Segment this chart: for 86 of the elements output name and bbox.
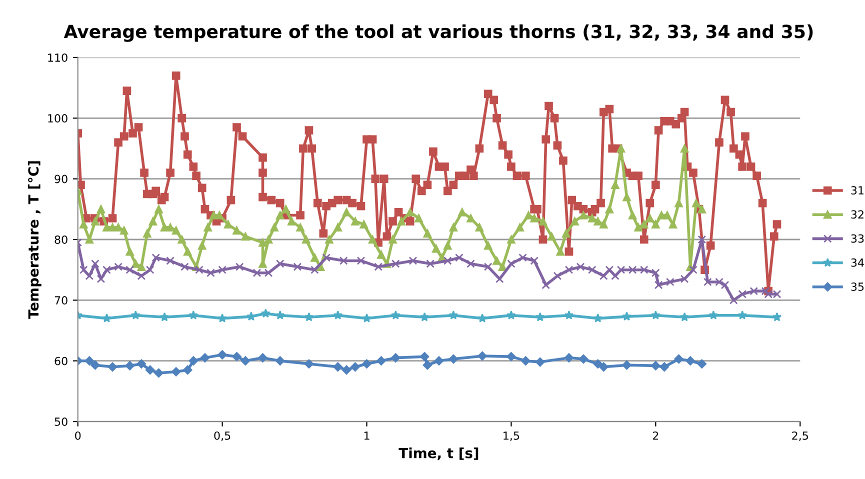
- point: [680, 312, 690, 322]
- point: [506, 310, 516, 320]
- x-tick-label: 0: [75, 431, 81, 440]
- y-tick-label: 100: [48, 114, 68, 123]
- point: [108, 362, 118, 372]
- point: [593, 359, 603, 369]
- point: [188, 356, 198, 366]
- point: [342, 365, 352, 375]
- point: [434, 356, 444, 366]
- point: [622, 312, 632, 321]
- point: [651, 310, 660, 320]
- point: [506, 352, 516, 362]
- point: [521, 356, 530, 366]
- y-tick-label: 90: [54, 174, 68, 184]
- point: [651, 361, 660, 370]
- legend-label: 31: [851, 186, 864, 195]
- x-tick-label: 2: [652, 431, 658, 440]
- point: [102, 314, 112, 322]
- point: [218, 350, 227, 360]
- point: [304, 359, 314, 369]
- point: [333, 362, 342, 372]
- x-tick-label: 1,5: [504, 432, 520, 441]
- point: [333, 310, 343, 320]
- point: [171, 367, 181, 376]
- point: [564, 353, 574, 362]
- point: [90, 360, 100, 370]
- point: [275, 310, 285, 320]
- x-tick-label: 0,5: [214, 431, 230, 441]
- point: [145, 365, 155, 375]
- point: [391, 353, 400, 362]
- x-tick-label: 1: [364, 432, 370, 440]
- point: [420, 352, 430, 362]
- point: [125, 361, 134, 370]
- point: [599, 362, 608, 372]
- point: [240, 356, 250, 366]
- point: [535, 312, 545, 322]
- x-tick-label: 2,5: [792, 431, 808, 441]
- legend-label: 34: [851, 258, 864, 267]
- point: [564, 310, 574, 320]
- legend-label: 33: [851, 234, 864, 243]
- point: [188, 310, 198, 320]
- point: [304, 312, 314, 322]
- point: [738, 310, 747, 320]
- point: [593, 314, 603, 322]
- legend-label: 35: [851, 282, 864, 291]
- point: [350, 362, 360, 372]
- point: [362, 359, 372, 369]
- point: [390, 310, 400, 320]
- y-tick-label: 50: [54, 417, 68, 426]
- point: [258, 353, 268, 362]
- point: [136, 359, 146, 369]
- chart-title: Average temperature of the tool at various thorns (31, 32, 33, 34 and 35): [64, 24, 813, 42]
- point: [362, 314, 372, 322]
- point: [160, 312, 170, 322]
- point: [772, 312, 782, 322]
- point: [686, 356, 695, 366]
- point: [130, 310, 140, 320]
- point: [448, 310, 458, 320]
- point: [260, 308, 270, 318]
- point: [578, 354, 588, 364]
- point: [708, 310, 718, 320]
- point: [84, 356, 94, 366]
- point: [535, 357, 545, 367]
- y-axis-title: Temperature , T [°C]: [28, 161, 42, 319]
- point: [697, 359, 707, 369]
- y-tick-label: 60: [54, 356, 68, 366]
- point: [376, 356, 386, 366]
- point: [622, 360, 632, 370]
- point: [218, 314, 227, 322]
- point: [154, 368, 164, 378]
- y-tick-label: 110: [48, 53, 68, 62]
- x-axis-title: Time, t [s]: [398, 448, 478, 460]
- point: [420, 312, 430, 322]
- point: [422, 360, 432, 370]
- point: [660, 362, 669, 372]
- point: [232, 352, 242, 362]
- y-tick-label: 70: [54, 296, 68, 305]
- point: [448, 354, 458, 364]
- point: [674, 354, 684, 364]
- legend-label: 32: [851, 210, 864, 219]
- point: [183, 365, 192, 375]
- point: [478, 351, 487, 361]
- point: [200, 353, 210, 362]
- point: [275, 356, 285, 366]
- y-tick-label: 80: [54, 235, 68, 244]
- point: [478, 314, 487, 322]
